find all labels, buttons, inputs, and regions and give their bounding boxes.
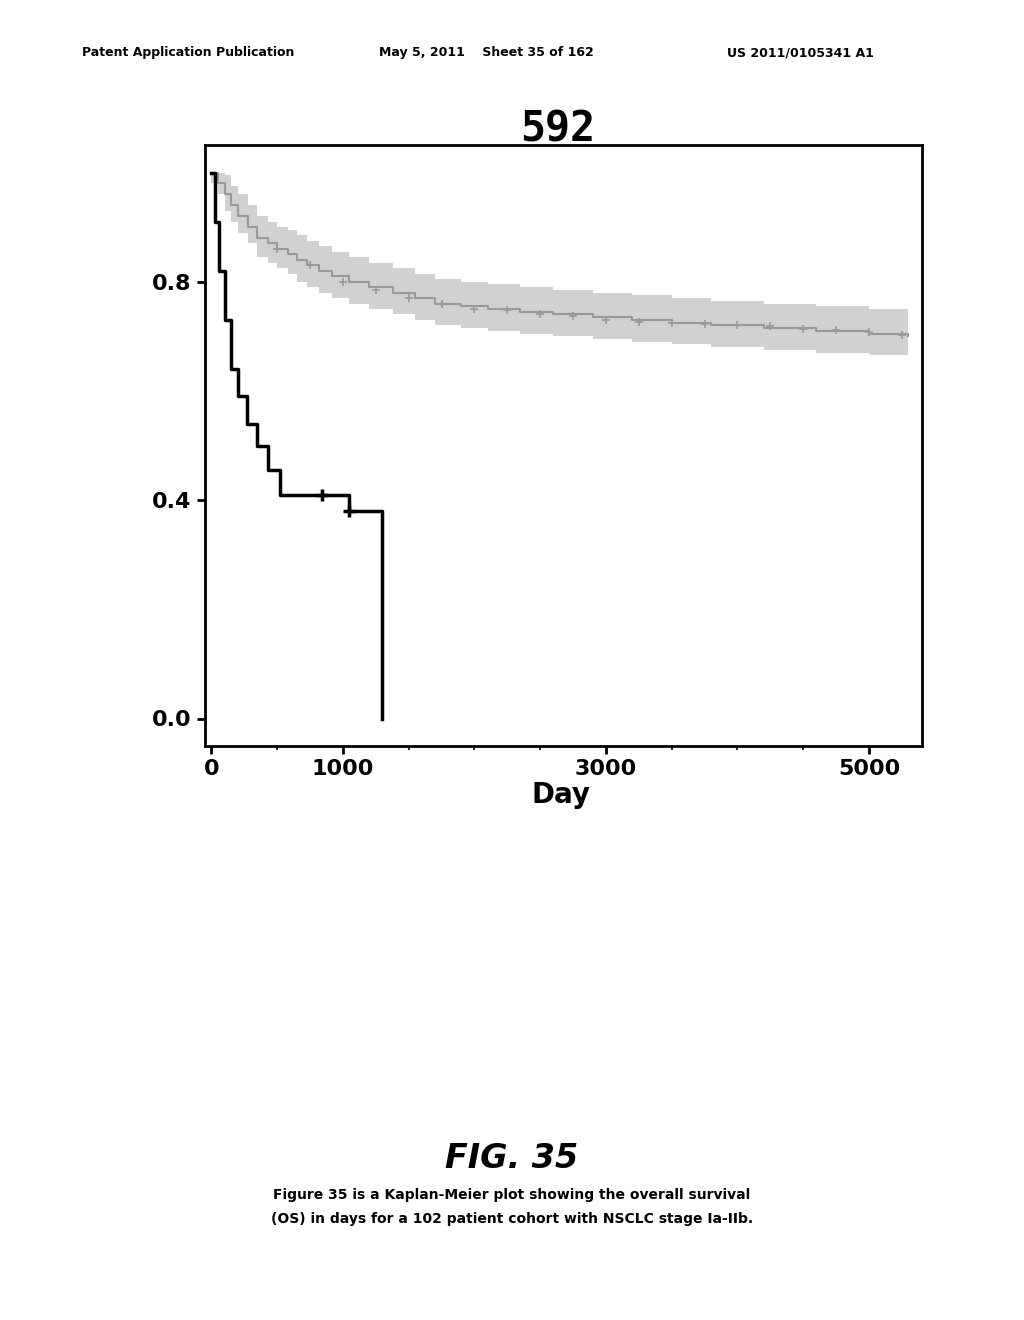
Text: (OS) in days for a 102 patient cohort with NSCLC stage Ia-IIb.: (OS) in days for a 102 patient cohort wi… [271,1212,753,1226]
Text: May 5, 2011    Sheet 35 of 162: May 5, 2011 Sheet 35 of 162 [379,46,594,59]
Text: Day: Day [531,781,591,809]
Text: 592: 592 [520,108,596,150]
Text: FIG. 35: FIG. 35 [445,1142,579,1175]
Text: Figure 35 is a Kaplan-Meier plot showing the overall survival: Figure 35 is a Kaplan-Meier plot showing… [273,1188,751,1203]
Text: US 2011/0105341 A1: US 2011/0105341 A1 [727,46,873,59]
Text: Patent Application Publication: Patent Application Publication [82,46,294,59]
